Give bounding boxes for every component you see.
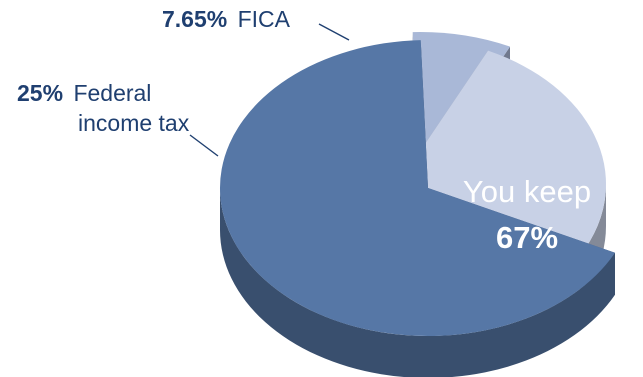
label-you-keep-percent: 67% [496,220,558,255]
label-you-keep: You keep [463,174,591,209]
label-fica: 7.65% FICA [162,6,291,32]
label-federal-percent: 25% [17,80,63,106]
leader-line-federal [190,135,218,156]
label-federal: 25% Federal [17,80,151,106]
label-federal-name-line2: income tax [78,110,190,136]
label-fica-percent: 7.65% [162,6,227,32]
leader-line-fica [319,24,349,40]
label-fica-name: FICA [238,6,291,32]
label-federal-name-line1: Federal [73,80,151,106]
label-federal-line2: income tax [78,110,190,136]
